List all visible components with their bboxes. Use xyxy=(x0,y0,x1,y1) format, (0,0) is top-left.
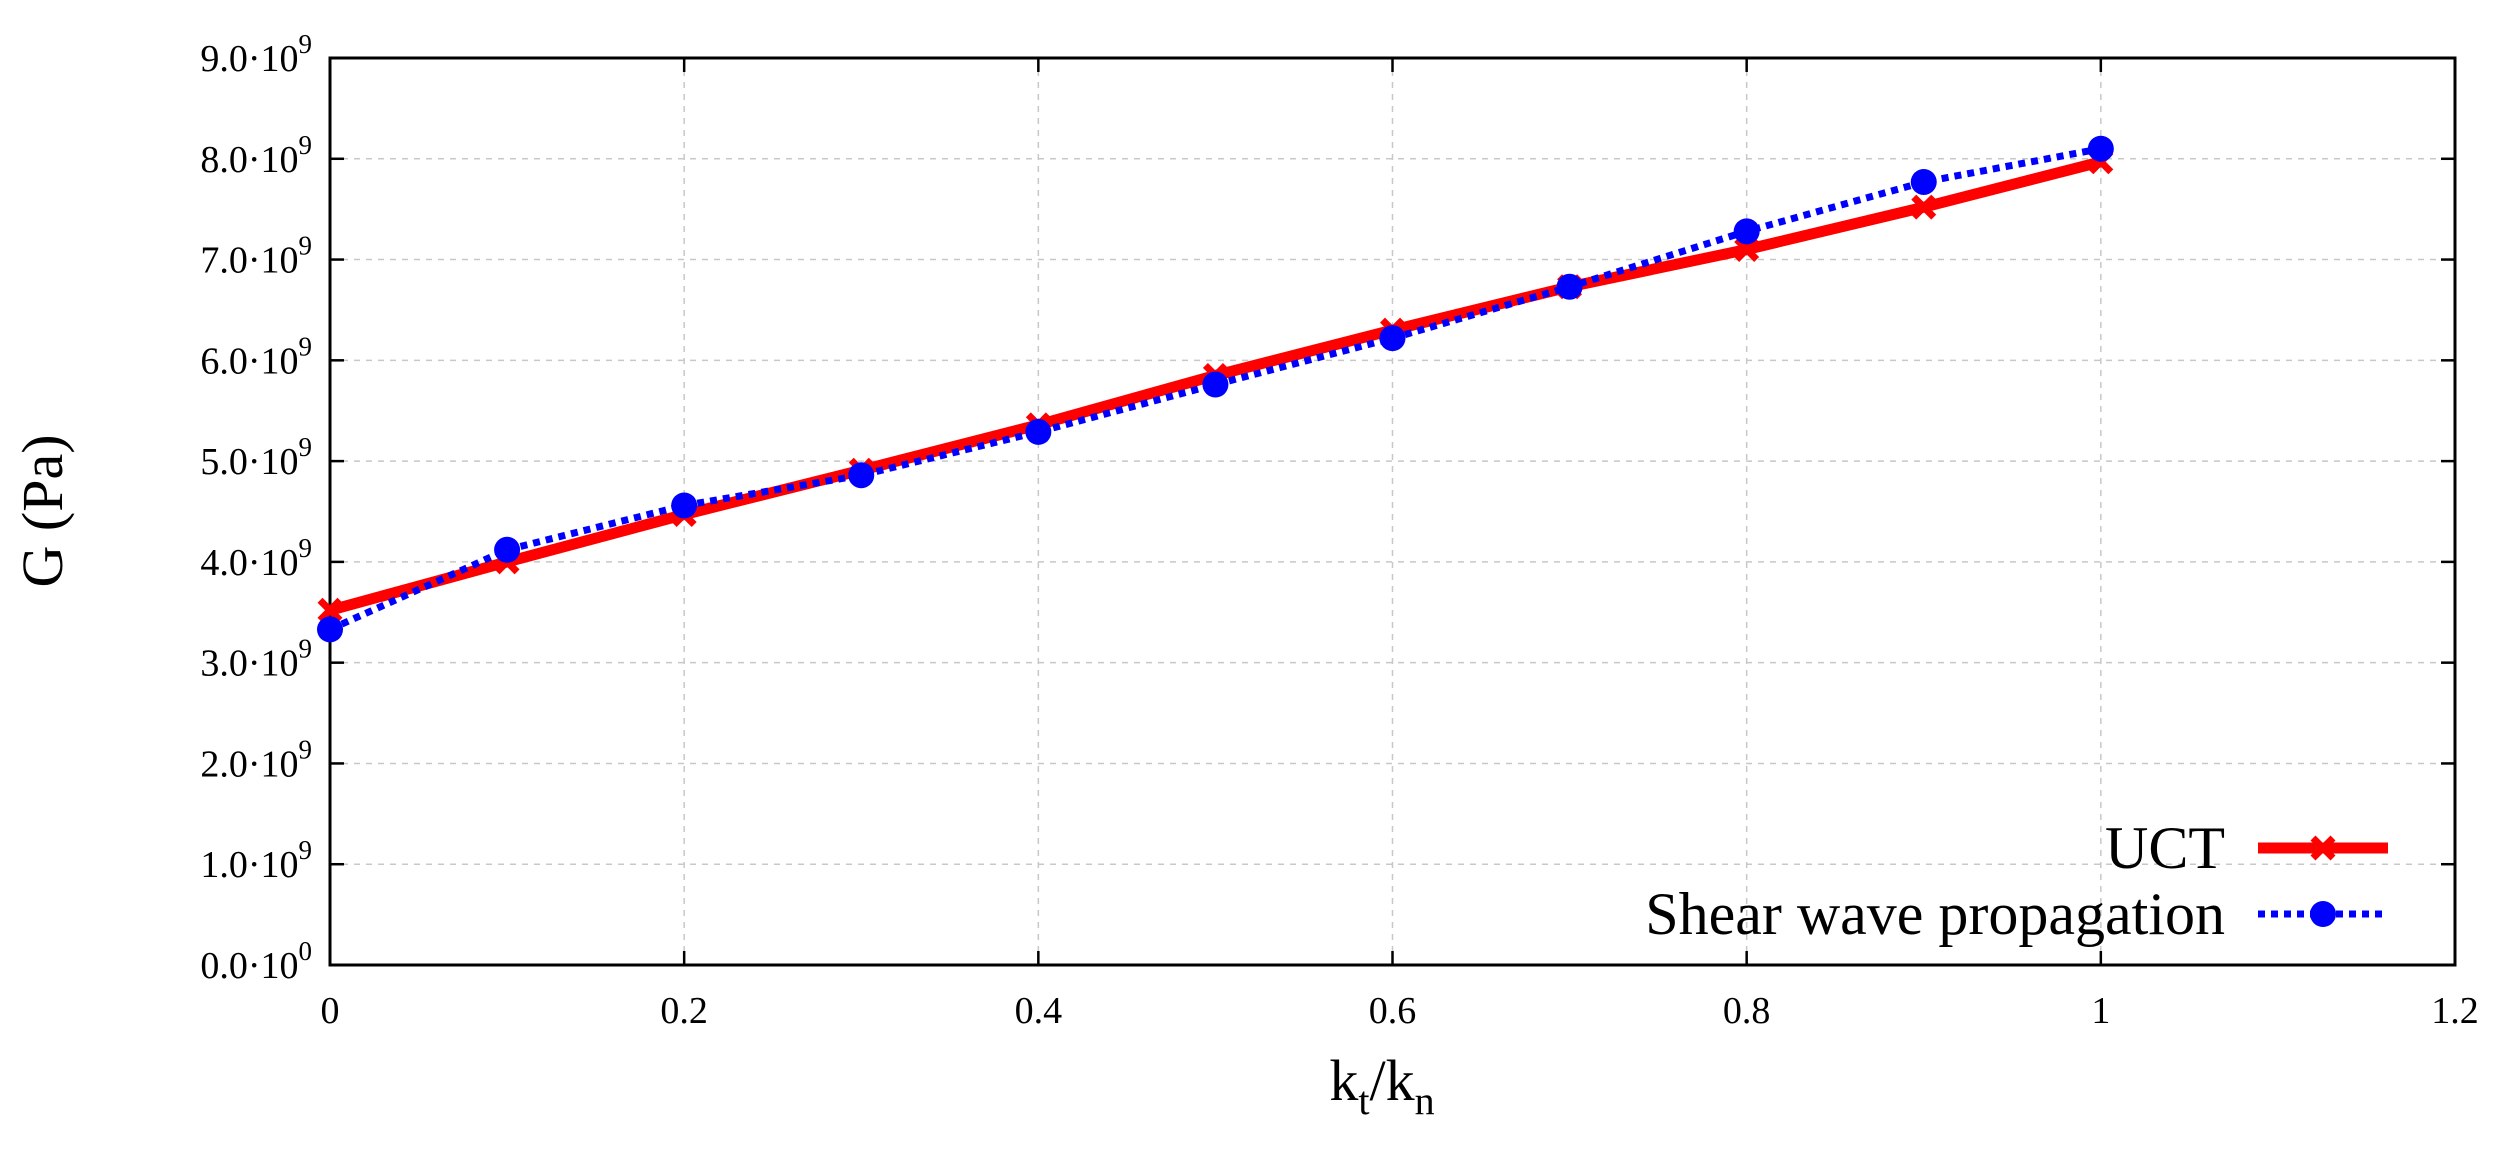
x-tick-label: 0 xyxy=(321,990,340,1032)
data-point xyxy=(1734,237,1760,262)
x-axis-title: kt/kn xyxy=(1329,1048,1434,1123)
x-axis-title-sub1: t xyxy=(1358,1078,1369,1123)
legend-marker xyxy=(2310,835,2336,861)
legend-label: UCT xyxy=(2105,815,2225,881)
y-tick-label: 0.0·100 xyxy=(200,936,312,987)
series-2 xyxy=(317,135,2114,643)
x-tick-label: 0.4 xyxy=(1015,990,1063,1032)
x-tick-label: 1.2 xyxy=(2431,990,2479,1032)
x-tick-label: 0.8 xyxy=(1723,990,1771,1032)
y-tick-label: 2.0·109 xyxy=(200,734,312,785)
data-point xyxy=(671,492,698,519)
y-tick-label: 7.0·109 xyxy=(200,231,312,282)
legend-label: Shear wave propagation xyxy=(1645,881,2225,947)
legend-marker xyxy=(2310,901,2336,927)
y-tick-label: 1.0·109 xyxy=(200,835,312,886)
legend-item: Shear wave propagation xyxy=(1645,881,2388,947)
legend-item: UCT xyxy=(2105,815,2388,881)
x-axis-title-sep: / xyxy=(1370,1048,1387,1113)
y-tick-label: 4.0·109 xyxy=(200,533,312,584)
x-tick-label: 0.2 xyxy=(660,990,708,1032)
data-point xyxy=(1379,325,1406,352)
data-point xyxy=(1733,218,1760,245)
series-line xyxy=(328,145,2102,633)
axes-layer: 0 0.2 0.4 0.6 0.8 1 1.2 0.0·100 1.0·109 2.0·109 3.… xyxy=(200,29,2478,1032)
y-tick-label: 5.0·109 xyxy=(200,432,312,483)
data-point xyxy=(2087,135,2114,162)
y-tick-label: 9.0·109 xyxy=(200,29,312,80)
data-point xyxy=(317,616,343,643)
data-point xyxy=(1556,273,1583,300)
x-tick-label: 1 xyxy=(2091,990,2110,1032)
data-point xyxy=(1202,371,1229,398)
data-point xyxy=(1911,194,1937,220)
data-point xyxy=(1025,418,1052,445)
data-point xyxy=(1910,168,1937,195)
x-axis-title-k1: k xyxy=(1329,1048,1358,1113)
data-point xyxy=(848,462,875,489)
y-tick-label: 6.0·109 xyxy=(200,331,312,382)
y-tick-label: 3.0·109 xyxy=(200,634,312,685)
x-axis-title-sub2: n xyxy=(1415,1078,1435,1123)
data-point xyxy=(494,536,521,563)
y-tick-label: 8.0·109 xyxy=(200,130,312,181)
x-tick-label: 0.6 xyxy=(1369,990,1417,1032)
series-layer xyxy=(317,135,2114,643)
x-axis-title-k2: k xyxy=(1386,1048,1415,1113)
y-axis-title: G (Pa) xyxy=(10,434,75,587)
data-point xyxy=(317,597,343,623)
